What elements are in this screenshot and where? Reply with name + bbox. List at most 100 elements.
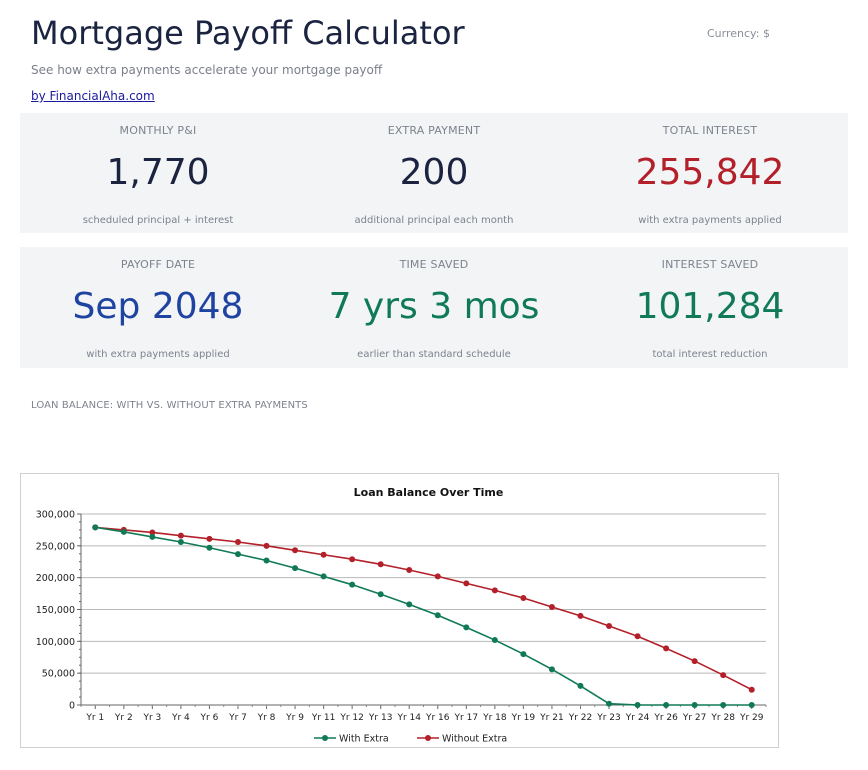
card-label: TIME SAVED bbox=[399, 258, 469, 271]
legend-label: With Extra bbox=[339, 734, 389, 745]
data-point bbox=[577, 682, 584, 689]
data-point bbox=[349, 581, 356, 588]
data-point bbox=[92, 524, 99, 531]
card-label: MONTHLY P&I bbox=[119, 124, 197, 137]
legend-marker bbox=[425, 735, 431, 741]
currency-label: Currency: $ bbox=[707, 27, 770, 40]
legend-label: Without Extra bbox=[442, 734, 507, 745]
x-tick-label: Yr 13 bbox=[368, 713, 393, 723]
x-tick-label: Yr 26 bbox=[653, 713, 678, 723]
data-point bbox=[434, 612, 441, 619]
card-label: INTEREST SAVED bbox=[661, 258, 759, 271]
x-tick-label: Yr 16 bbox=[425, 713, 450, 723]
y-tick-label: 0 bbox=[69, 701, 75, 712]
x-tick-label: Yr 27 bbox=[682, 713, 707, 723]
data-point bbox=[292, 547, 299, 554]
time-saved-card: TIME SAVED 7 yrs 3 mos earlier than stan… bbox=[296, 247, 572, 368]
x-tick-label: Yr 9 bbox=[285, 713, 304, 723]
data-point bbox=[663, 645, 670, 652]
monthly-pi-card: MONTHLY P&I 1,770 scheduled principal + … bbox=[20, 113, 296, 233]
y-tick-label: 200,000 bbox=[36, 573, 75, 584]
data-point bbox=[748, 686, 755, 693]
data-point bbox=[606, 700, 613, 707]
data-point bbox=[720, 702, 727, 708]
card-note: with extra payments applied bbox=[86, 349, 230, 360]
data-point bbox=[234, 539, 241, 546]
x-tick-label: Yr 6 bbox=[200, 713, 219, 723]
x-tick-label: Yr 4 bbox=[171, 713, 190, 723]
data-point bbox=[691, 702, 698, 708]
card-label: TOTAL INTEREST bbox=[662, 124, 758, 137]
card-label: PAYOFF DATE bbox=[120, 258, 196, 271]
data-point bbox=[177, 539, 184, 546]
card-note: earlier than standard schedule bbox=[357, 349, 511, 360]
data-point bbox=[377, 561, 384, 568]
loan-balance-chart: Loan Balance Over Time 0 50,000 100,000 150,… bbox=[20, 473, 779, 748]
x-tick-label: Yr 17 bbox=[454, 713, 479, 723]
series-line-with-extra bbox=[95, 526, 752, 706]
chart-svg: Loan Balance Over Time 0 50,000 100,000 150,… bbox=[36, 486, 767, 745]
y-tick-label: 250,000 bbox=[36, 541, 75, 552]
data-point bbox=[206, 535, 213, 542]
page-subtitle: See how extra payments accelerate your m… bbox=[31, 63, 383, 77]
card-value: 101,284 bbox=[635, 286, 785, 327]
x-tick-label: Yr 19 bbox=[511, 713, 536, 723]
data-point bbox=[720, 672, 727, 679]
x-tick-label: Yr 29 bbox=[739, 713, 764, 723]
series-line-without-extra bbox=[95, 526, 753, 691]
x-tick-label: Yr 8 bbox=[257, 713, 276, 723]
data-point bbox=[548, 603, 555, 610]
legend-marker bbox=[322, 735, 328, 741]
data-point bbox=[463, 624, 470, 631]
x-tick-label: Yr 12 bbox=[339, 713, 364, 723]
data-point bbox=[292, 565, 299, 572]
data-point bbox=[349, 556, 356, 563]
data-point bbox=[263, 542, 270, 549]
data-point bbox=[748, 702, 755, 708]
data-point bbox=[234, 551, 241, 558]
y-tick-label: 300,000 bbox=[36, 510, 75, 521]
x-tick-label: Yr 2 bbox=[114, 713, 133, 723]
card-value: Sep 2048 bbox=[72, 286, 244, 327]
data-point bbox=[463, 580, 470, 587]
byline-link[interactable]: by FinancialAha.com bbox=[31, 89, 155, 103]
data-point bbox=[434, 573, 441, 580]
x-tick-label: Yr 24 bbox=[625, 713, 650, 723]
data-point bbox=[548, 666, 555, 673]
data-point bbox=[263, 557, 270, 564]
data-point bbox=[177, 532, 184, 539]
x-tick-label: Yr 21 bbox=[539, 713, 564, 723]
x-tick-label: Yr 22 bbox=[568, 713, 593, 723]
card-note: total interest reduction bbox=[652, 349, 768, 360]
y-tick-label: 150,000 bbox=[36, 605, 75, 616]
data-point bbox=[206, 544, 213, 551]
card-value: 7 yrs 3 mos bbox=[328, 286, 540, 327]
data-point bbox=[491, 637, 498, 644]
data-point bbox=[149, 529, 156, 536]
chart-section-label: LOAN BALANCE: WITH VS. WITHOUT EXTRA PAY… bbox=[31, 400, 308, 411]
data-point bbox=[377, 591, 384, 598]
x-tick-label: Yr 7 bbox=[228, 713, 247, 723]
total-interest-card: TOTAL INTEREST 255,842 with extra paymen… bbox=[572, 113, 848, 233]
data-point bbox=[320, 551, 327, 558]
card-note: scheduled principal + interest bbox=[82, 215, 234, 226]
card-note: additional principal each month bbox=[354, 215, 514, 226]
data-point bbox=[149, 533, 156, 540]
card-value: 1,770 bbox=[106, 152, 210, 193]
x-tick-label: Yr 23 bbox=[596, 713, 621, 723]
x-tick-label: Yr 14 bbox=[396, 713, 421, 723]
data-point bbox=[634, 702, 641, 708]
payoff-date-card: PAYOFF DATE Sep 2048 with extra payments… bbox=[20, 247, 296, 368]
chart-title: Loan Balance Over Time bbox=[354, 486, 504, 499]
y-tick-label: 50,000 bbox=[42, 669, 75, 680]
data-point bbox=[406, 567, 413, 574]
x-tick-label: Yr 3 bbox=[142, 713, 161, 723]
data-point bbox=[520, 651, 527, 658]
x-tick-label: Yr 1 bbox=[85, 713, 104, 723]
card-note: with extra payments applied bbox=[638, 215, 782, 226]
summary-row-1: MONTHLY P&I 1,770 scheduled principal + … bbox=[20, 113, 848, 233]
data-point bbox=[520, 595, 527, 602]
x-tick-label: Yr 18 bbox=[482, 713, 507, 723]
x-tick-label: Yr 28 bbox=[710, 713, 735, 723]
y-tick-label: 100,000 bbox=[36, 637, 75, 648]
